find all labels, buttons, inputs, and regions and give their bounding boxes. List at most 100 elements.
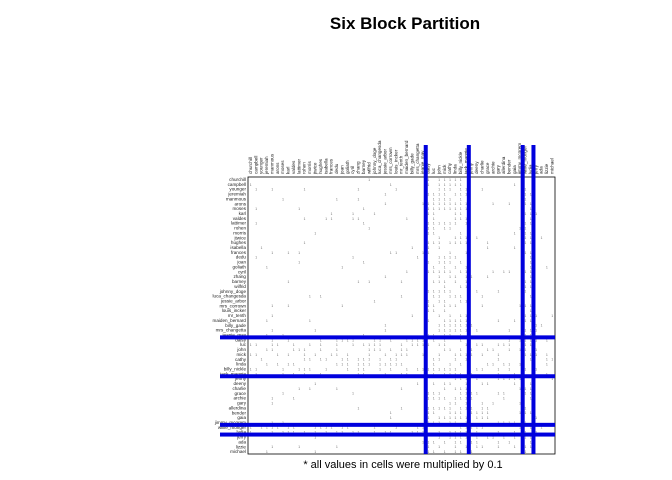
row-label: jimmy_mcgrem xyxy=(214,420,246,425)
matrix-cell: 1 xyxy=(438,270,440,274)
matrix-cell: 1 xyxy=(433,295,435,299)
matrix-cell: 1 xyxy=(530,440,532,444)
matrix-cell: 1 xyxy=(336,348,338,352)
matrix-cell: 1 xyxy=(546,353,548,357)
matrix-cell: 1 xyxy=(438,207,440,211)
matrix-cell: 1 xyxy=(449,295,451,299)
matrix-cell: 1 xyxy=(304,367,306,371)
matrix-cell: 1 xyxy=(454,411,456,415)
row-label: deeny xyxy=(233,381,246,386)
matrix-cell: 1 xyxy=(433,270,435,274)
matrix-cell: 1 xyxy=(471,397,473,401)
matrix-cell: 1 xyxy=(449,411,451,415)
matrix-cell: 1 xyxy=(508,329,510,333)
matrix-cell: 1 xyxy=(524,222,526,226)
matrix-cell: 1 xyxy=(460,188,462,192)
matrix-cell: 1 xyxy=(358,197,360,201)
matrix-cell: 1 xyxy=(277,426,279,430)
matrix-cell: 1 xyxy=(530,207,532,211)
matrix-cell: 1 xyxy=(449,363,451,367)
matrix-cell: 1 xyxy=(433,192,435,196)
matrix-cell: 1 xyxy=(444,319,446,323)
matrix-cell: 1 xyxy=(460,338,462,342)
matrix-cell: 1 xyxy=(465,299,467,303)
matrix-cell: 1 xyxy=(476,426,478,430)
matrix-cell: 1 xyxy=(481,445,483,449)
matrix-cell: 1 xyxy=(368,343,370,347)
matrix-cell: 1 xyxy=(444,222,446,226)
matrix-cell: 1 xyxy=(524,236,526,240)
matrix-cell: 1 xyxy=(438,222,440,226)
matrix-cell: 1 xyxy=(384,329,386,333)
matrix-cell: 1 xyxy=(465,426,467,430)
matrix-cell: 1 xyxy=(530,241,532,245)
col-label: jerry xyxy=(533,164,538,175)
matrix-cell: 1 xyxy=(428,299,430,303)
matrix-cell: 1 xyxy=(255,222,257,226)
matrix-cell: 1 xyxy=(444,338,446,342)
matrix-cell: 1 xyxy=(368,280,370,284)
matrix-cell: 1 xyxy=(530,285,532,289)
matrix-cell: 1 xyxy=(336,343,338,347)
matrix-cell: 1 xyxy=(519,304,521,308)
matrix-cell: 1 xyxy=(546,265,548,269)
matrix-cell: 1 xyxy=(309,319,311,323)
matrix-cell: 1 xyxy=(320,426,322,430)
matrix-cell: 1 xyxy=(530,382,532,386)
matrix-cell: 1 xyxy=(384,363,386,367)
matrix-cell: 1 xyxy=(341,358,343,362)
row-label: jeanie_may xyxy=(222,332,247,337)
matrix-cell: 1 xyxy=(320,358,322,362)
matrix-cell: 1 xyxy=(471,348,473,352)
matrix-cell: 1 xyxy=(428,450,430,454)
matrix-cell: 1 xyxy=(530,397,532,401)
matrix-cell: 1 xyxy=(508,440,510,444)
matrix-cell: 1 xyxy=(519,226,521,230)
matrix-cell: 1 xyxy=(422,343,424,347)
matrix-cell: 1 xyxy=(460,392,462,396)
matrix-cell: 1 xyxy=(476,329,478,333)
col-label: zhang xyxy=(356,161,361,174)
matrix-cell: 1 xyxy=(320,343,322,347)
matrix-cell: 1 xyxy=(422,338,424,342)
matrix-cell: 1 xyxy=(287,338,289,342)
matrix-cell: 1 xyxy=(428,178,430,182)
matrix-cell: 1 xyxy=(428,261,430,265)
matrix-cell: 1 xyxy=(454,450,456,454)
matrix-cell: 1 xyxy=(460,377,462,381)
col-label: wilfrid xyxy=(366,162,371,174)
col-label: billy_nickle xyxy=(458,151,463,174)
matrix-cell: 1 xyxy=(519,411,521,415)
matrix-cell: 1 xyxy=(530,435,532,439)
matrix-cell: 1 xyxy=(433,363,435,367)
col-label: moses xyxy=(280,160,285,174)
matrix-cell: 1 xyxy=(417,426,419,430)
matrix-cell: 1 xyxy=(433,397,435,401)
matrix-cell: 1 xyxy=(449,183,451,187)
matrix-cell: 1 xyxy=(368,363,370,367)
matrix-cell: 1 xyxy=(428,445,430,449)
matrix-cell: 1 xyxy=(255,256,257,260)
col-label: daisy xyxy=(426,163,431,174)
matrix-cell: 1 xyxy=(471,411,473,415)
matrix-cell: 1 xyxy=(519,377,521,381)
matrix-cell: 1 xyxy=(395,363,397,367)
matrix-cell: 1 xyxy=(460,411,462,415)
matrix-cell: 1 xyxy=(444,416,446,420)
matrix-cell: 1 xyxy=(471,440,473,444)
matrix-cell: 1 xyxy=(524,329,526,333)
matrix-cell: 1 xyxy=(498,392,500,396)
row-block-divider xyxy=(220,335,555,340)
matrix-cell: 1 xyxy=(438,314,440,318)
matrix-cell: 1 xyxy=(498,367,500,371)
matrix-cell: 1 xyxy=(524,348,526,352)
row-label: goliath xyxy=(232,264,246,269)
col-label: louis_incker xyxy=(393,149,398,174)
matrix-cell: 1 xyxy=(428,192,430,196)
matrix-cell: 1 xyxy=(530,222,532,226)
matrix-cell: 1 xyxy=(508,377,510,381)
matrix-cell: 1 xyxy=(411,314,413,318)
matrix-cell: 1 xyxy=(454,377,456,381)
row-label: valdes xyxy=(233,216,247,221)
matrix-cell: 1 xyxy=(401,387,403,391)
